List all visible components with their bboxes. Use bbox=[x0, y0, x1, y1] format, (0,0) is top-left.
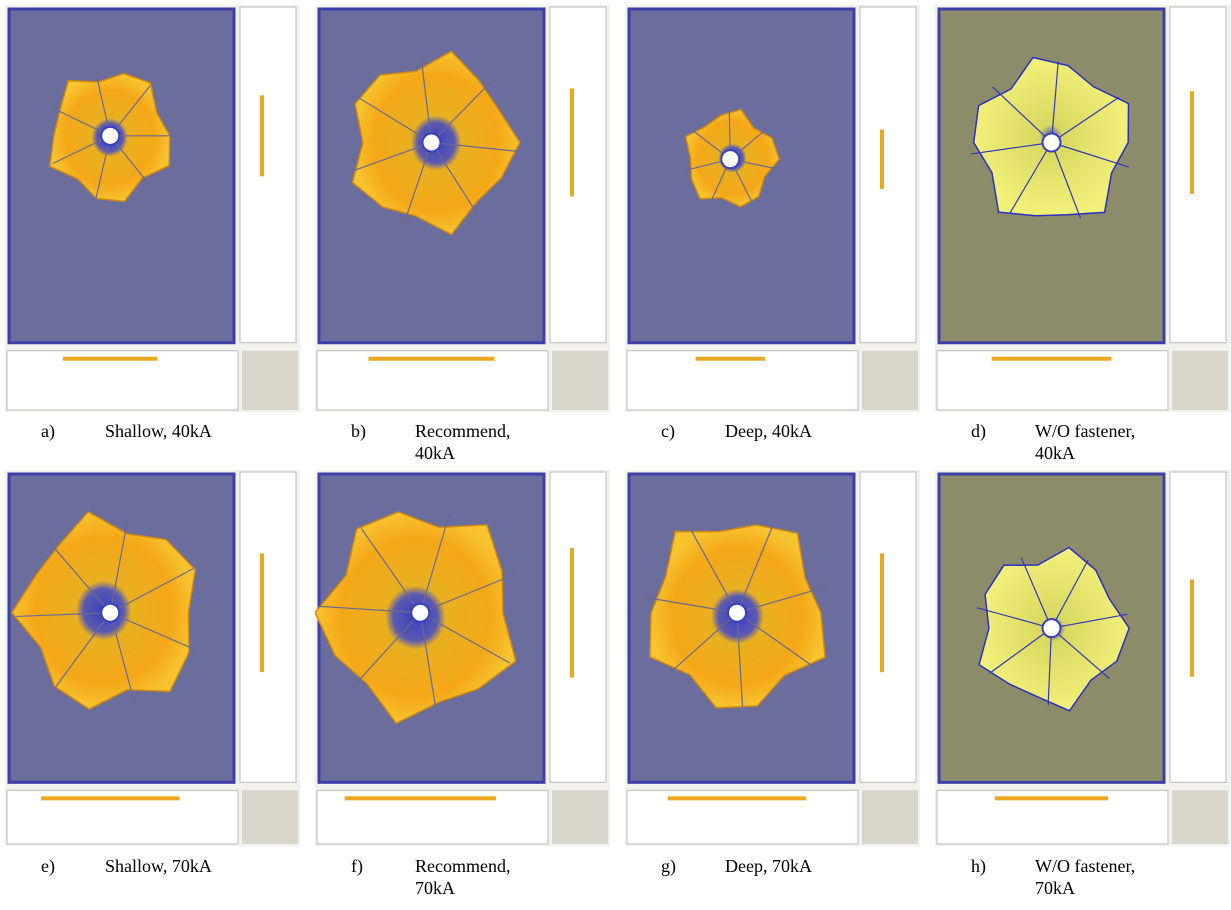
fastener-hole bbox=[1043, 133, 1061, 151]
panel bbox=[625, 5, 925, 412]
side-profile bbox=[240, 472, 296, 782]
panel bbox=[625, 470, 925, 846]
bottom-signal bbox=[369, 357, 495, 361]
corner bbox=[862, 351, 918, 410]
caption-text: W/O fastener, 70kA bbox=[1035, 855, 1163, 899]
scan-image bbox=[5, 470, 300, 846]
caption-label: g) bbox=[661, 855, 676, 877]
caption: b) Recommend, 40kA bbox=[315, 420, 615, 470]
panel bbox=[5, 470, 305, 846]
scan-image bbox=[935, 470, 1230, 846]
caption: a) Shallow, 40kA bbox=[5, 420, 305, 470]
fastener-hole bbox=[721, 150, 739, 168]
caption: g) Deep, 70kA bbox=[625, 855, 925, 905]
side-signal bbox=[260, 553, 264, 672]
bottom-signal bbox=[63, 357, 158, 361]
bottom-signal bbox=[995, 796, 1108, 800]
bottom-signal bbox=[345, 796, 496, 800]
fastener-hole bbox=[101, 604, 119, 622]
caption-text: Recommend, 70kA bbox=[415, 855, 543, 899]
caption-label: e) bbox=[41, 855, 55, 877]
scan-image bbox=[315, 5, 610, 412]
bottom-signal bbox=[41, 796, 180, 800]
corner bbox=[242, 790, 298, 844]
panel bbox=[5, 5, 305, 412]
caption-text: Deep, 40kA bbox=[725, 420, 853, 442]
caption: h) W/O fastener, 70kA bbox=[935, 855, 1231, 905]
panel bbox=[935, 5, 1231, 412]
caption-text: W/O fastener, 40kA bbox=[1035, 420, 1163, 464]
corner bbox=[862, 790, 918, 844]
caption-label: f) bbox=[351, 855, 363, 877]
bottom-signal bbox=[992, 357, 1112, 361]
scan-image bbox=[935, 5, 1230, 412]
side-profile bbox=[860, 7, 916, 343]
side-signal bbox=[880, 553, 884, 672]
panel bbox=[935, 470, 1231, 846]
side-signal bbox=[570, 88, 574, 196]
side-profile bbox=[860, 472, 916, 782]
caption-text: Deep, 70kA bbox=[725, 855, 853, 877]
scan-image bbox=[315, 470, 610, 846]
fastener-hole bbox=[423, 133, 441, 151]
caption-label: h) bbox=[971, 855, 986, 877]
caption-label: a) bbox=[41, 420, 55, 442]
caption-label: d) bbox=[971, 420, 986, 442]
caption: d) W/O fastener, 40kA bbox=[935, 420, 1231, 470]
corner bbox=[552, 351, 608, 410]
fastener-hole bbox=[101, 127, 119, 145]
scan-image bbox=[625, 5, 920, 412]
fastener-hole bbox=[411, 604, 429, 622]
side-profile bbox=[1170, 7, 1226, 343]
side-profile bbox=[1170, 472, 1226, 782]
caption-text: Shallow, 40kA bbox=[105, 420, 233, 442]
caption: e) Shallow, 70kA bbox=[5, 855, 305, 905]
scan-image bbox=[625, 470, 920, 846]
corner bbox=[1172, 351, 1228, 410]
corner bbox=[552, 790, 608, 844]
caption-label: b) bbox=[351, 420, 366, 442]
corner bbox=[1172, 790, 1228, 844]
side-profile bbox=[550, 7, 606, 343]
side-profile bbox=[550, 472, 606, 782]
side-signal bbox=[880, 129, 884, 188]
caption-label: c) bbox=[661, 420, 675, 442]
caption: c) Deep, 40kA bbox=[625, 420, 925, 470]
panel bbox=[315, 5, 615, 412]
panel bbox=[315, 470, 615, 846]
side-signal bbox=[570, 548, 574, 678]
caption: f) Recommend, 70kA bbox=[315, 855, 615, 905]
bottom-signal bbox=[668, 796, 807, 800]
scan-image bbox=[5, 5, 300, 412]
caption-text: Shallow, 70kA bbox=[105, 855, 233, 877]
side-signal bbox=[260, 95, 264, 176]
caption-text: Recommend, 40kA bbox=[415, 420, 543, 464]
bottom-signal bbox=[696, 357, 765, 361]
fastener-hole bbox=[1043, 619, 1061, 637]
fastener-hole bbox=[728, 604, 746, 622]
side-signal bbox=[1190, 580, 1194, 677]
side-profile bbox=[240, 7, 296, 343]
figure: a) Shallow, 40kA b) Recommend, 40kA c) Deep, … bbox=[0, 0, 1231, 910]
corner bbox=[242, 351, 298, 410]
side-signal bbox=[1190, 91, 1194, 194]
